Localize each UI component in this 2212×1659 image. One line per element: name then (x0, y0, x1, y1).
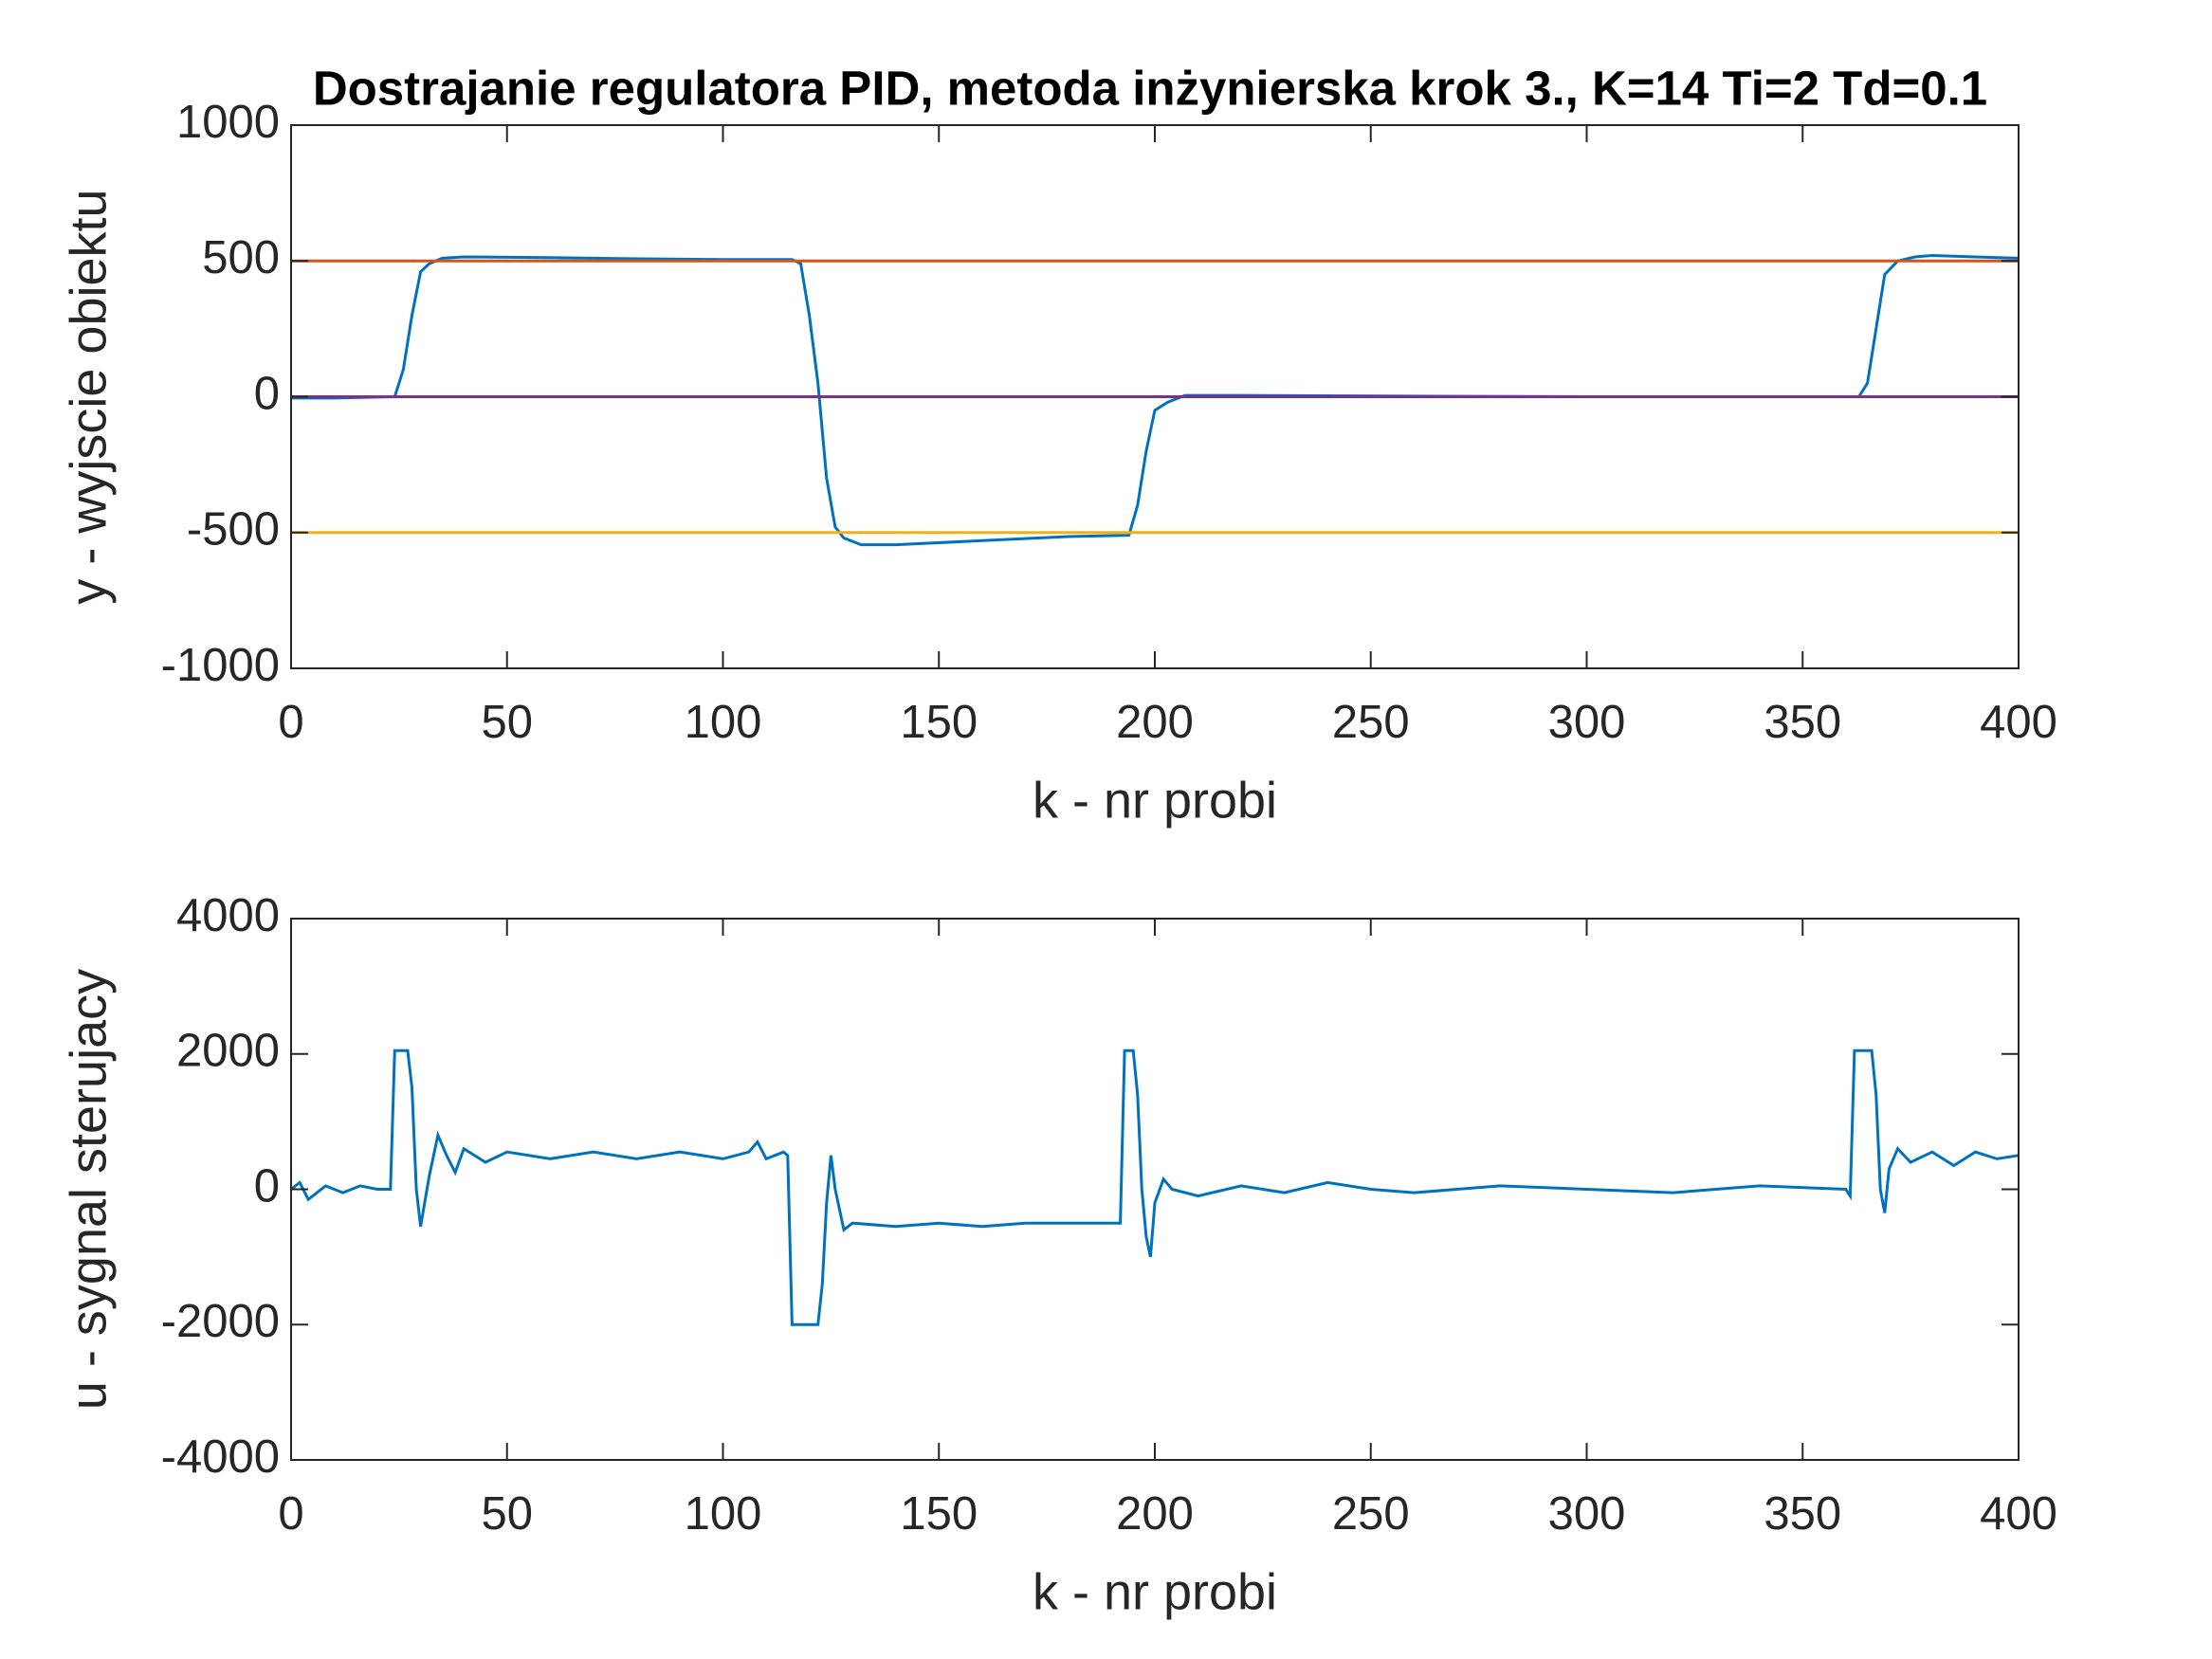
x-axis-label: k - nr probi (1033, 1563, 1277, 1620)
x-tick-label: 300 (1548, 1488, 1626, 1540)
x-axis-label: k - nr probi (1033, 772, 1277, 829)
plot-area (291, 919, 2019, 1460)
y-tick-label: -4000 (161, 1431, 280, 1483)
chart-title: Dostrajanie regulatora PID, metoda inżyn… (313, 61, 1987, 115)
y-tick-label: 2000 (176, 1026, 280, 1077)
y-axis-label: u - sygnal sterujacy (60, 969, 117, 1410)
y-tick-label: -500 (187, 504, 280, 556)
x-tick-label: 350 (1764, 1488, 1841, 1540)
x-tick-label: 400 (1980, 697, 2057, 748)
x-tick-label: 300 (1548, 697, 1626, 748)
x-tick-label: 0 (278, 697, 303, 748)
y-axis-label: y - wyjscie obiektu (60, 189, 117, 604)
x-tick-label: 250 (1332, 697, 1410, 748)
y-tick-label: 4000 (176, 890, 280, 941)
y-tick-label: -1000 (161, 640, 280, 691)
x-tick-label: 150 (900, 1488, 978, 1540)
x-tick-label: 0 (278, 1488, 303, 1540)
x-tick-label: 100 (685, 697, 762, 748)
x-tick-label: 350 (1764, 697, 1841, 748)
y-tick-label: 1000 (176, 97, 280, 148)
y-tick-label: -2000 (161, 1296, 280, 1347)
x-tick-label: 50 (481, 1488, 533, 1540)
x-tick-label: 250 (1332, 1488, 1410, 1540)
y-tick-label: 0 (254, 368, 280, 419)
y-tick-label: 500 (202, 232, 280, 283)
x-tick-label: 200 (1116, 1488, 1194, 1540)
data-line (291, 253, 2020, 547)
x-tick-label: 400 (1980, 1488, 2057, 1540)
data-line (290, 1048, 2020, 1326)
x-tick-label: 150 (900, 697, 978, 748)
x-tick-label: 50 (481, 697, 533, 748)
x-tick-label: 100 (685, 1488, 762, 1540)
y-tick-label: 0 (254, 1160, 280, 1212)
x-tick-label: 200 (1116, 697, 1194, 748)
